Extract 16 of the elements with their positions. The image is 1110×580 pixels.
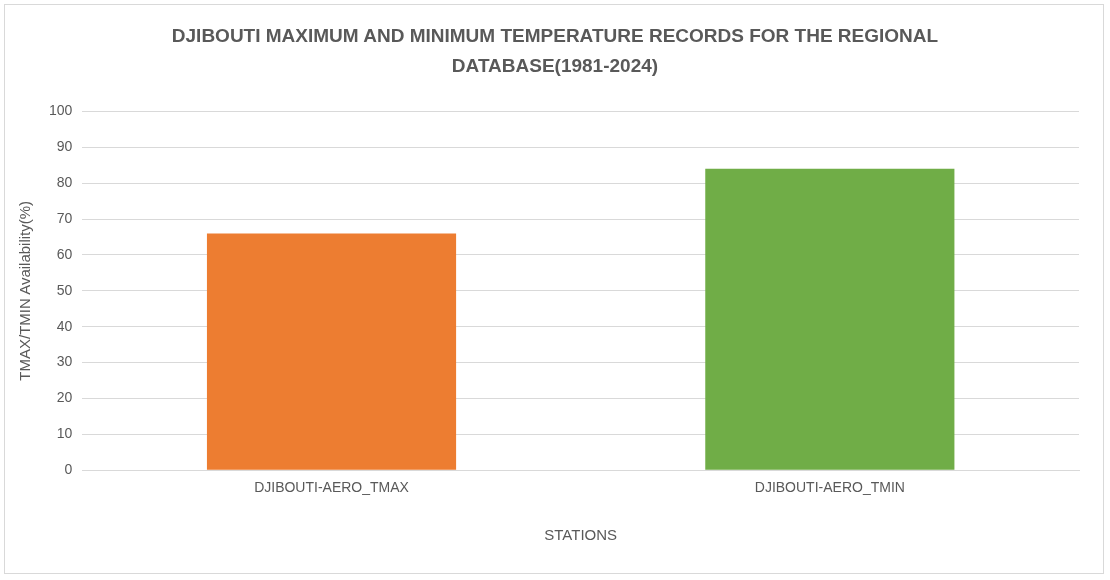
- y-tick-label: 80: [56, 174, 73, 191]
- y-tick-label: 10: [56, 425, 73, 442]
- x-tick-label: DJIBOUTI-AERO_TMAX: [254, 479, 410, 496]
- y-tick-label: 0: [64, 461, 73, 478]
- x-axis-title: STATIONS: [544, 526, 618, 544]
- y-tick-label: 50: [56, 281, 73, 298]
- y-tick-label: 40: [56, 317, 73, 334]
- y-tick-label: 90: [56, 138, 73, 155]
- y-tick-label: 30: [56, 353, 73, 370]
- y-tick-label: 70: [56, 209, 73, 226]
- y-tick-label: 60: [56, 245, 73, 262]
- y-tick-label: 20: [56, 389, 73, 406]
- y-axis-title: TMAX/TMIN Availability(%): [16, 200, 34, 381]
- x-tick-label: DJIBOUTI-AERO_TMIN: [754, 479, 905, 496]
- y-tick-label: 100: [49, 102, 73, 119]
- chart-title: DJIBOUTI MAXIMUM AND MINIMUM TEMPERATURE RECORDS FOR THE REGIONAL DATABASE(1981-2024): [170, 24, 940, 78]
